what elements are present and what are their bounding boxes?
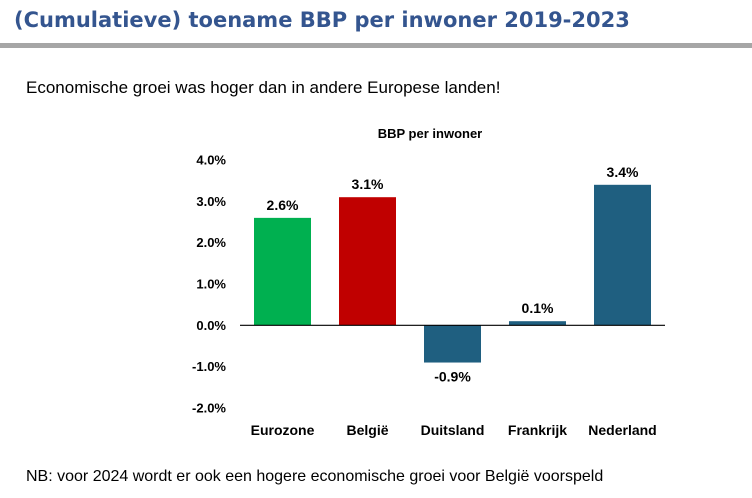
data-label: 3.4%	[607, 164, 639, 180]
page-title: (Cumulatieve) toename BBP per inwoner 20…	[14, 8, 630, 32]
y-tick-label: 0.0%	[196, 318, 226, 333]
y-tick-label: 2.0%	[196, 235, 226, 250]
page-subtitle: Economische groei was hoger dan in ander…	[26, 78, 501, 97]
y-tick-label: 1.0%	[196, 277, 226, 292]
category-label: Frankrijk	[508, 422, 567, 438]
data-label: 3.1%	[352, 176, 384, 192]
bar-frankrijk	[509, 321, 566, 326]
bar-eurozone	[254, 217, 311, 326]
bar-nederland	[594, 184, 651, 326]
bar-duitsland	[424, 325, 481, 363]
y-tick-label: -2.0%	[192, 401, 226, 416]
title-divider	[0, 43, 752, 48]
category-label: Duitsland	[421, 422, 485, 438]
data-label: 2.6%	[267, 197, 299, 213]
category-label: België	[346, 422, 388, 438]
bar-belgi	[339, 197, 396, 326]
y-tick-label: 3.0%	[196, 194, 226, 209]
chart-bars	[254, 184, 651, 363]
value-labels: 2.6% 3.1% -0.9% 0.1% 3.4%	[267, 164, 639, 385]
y-tick-label: 4.0%	[196, 153, 226, 168]
data-label: -0.9%	[434, 369, 471, 385]
category-label: Eurozone	[251, 422, 315, 438]
y-tick-label: -1.0%	[192, 359, 226, 374]
footnote: NB: voor 2024 wordt er ook een hogere ec…	[26, 468, 604, 485]
y-axis-ticks: 4.0% 3.0% 2.0% 1.0% 0.0% -1.0% -2.0%	[192, 153, 226, 416]
category-labels: Eurozone België Duitsland Frankrijk Nederlan…	[251, 422, 657, 438]
data-label: 0.1%	[522, 300, 554, 316]
category-label: Nederland	[588, 422, 656, 438]
chart-title: BBP per inwoner	[378, 126, 483, 141]
